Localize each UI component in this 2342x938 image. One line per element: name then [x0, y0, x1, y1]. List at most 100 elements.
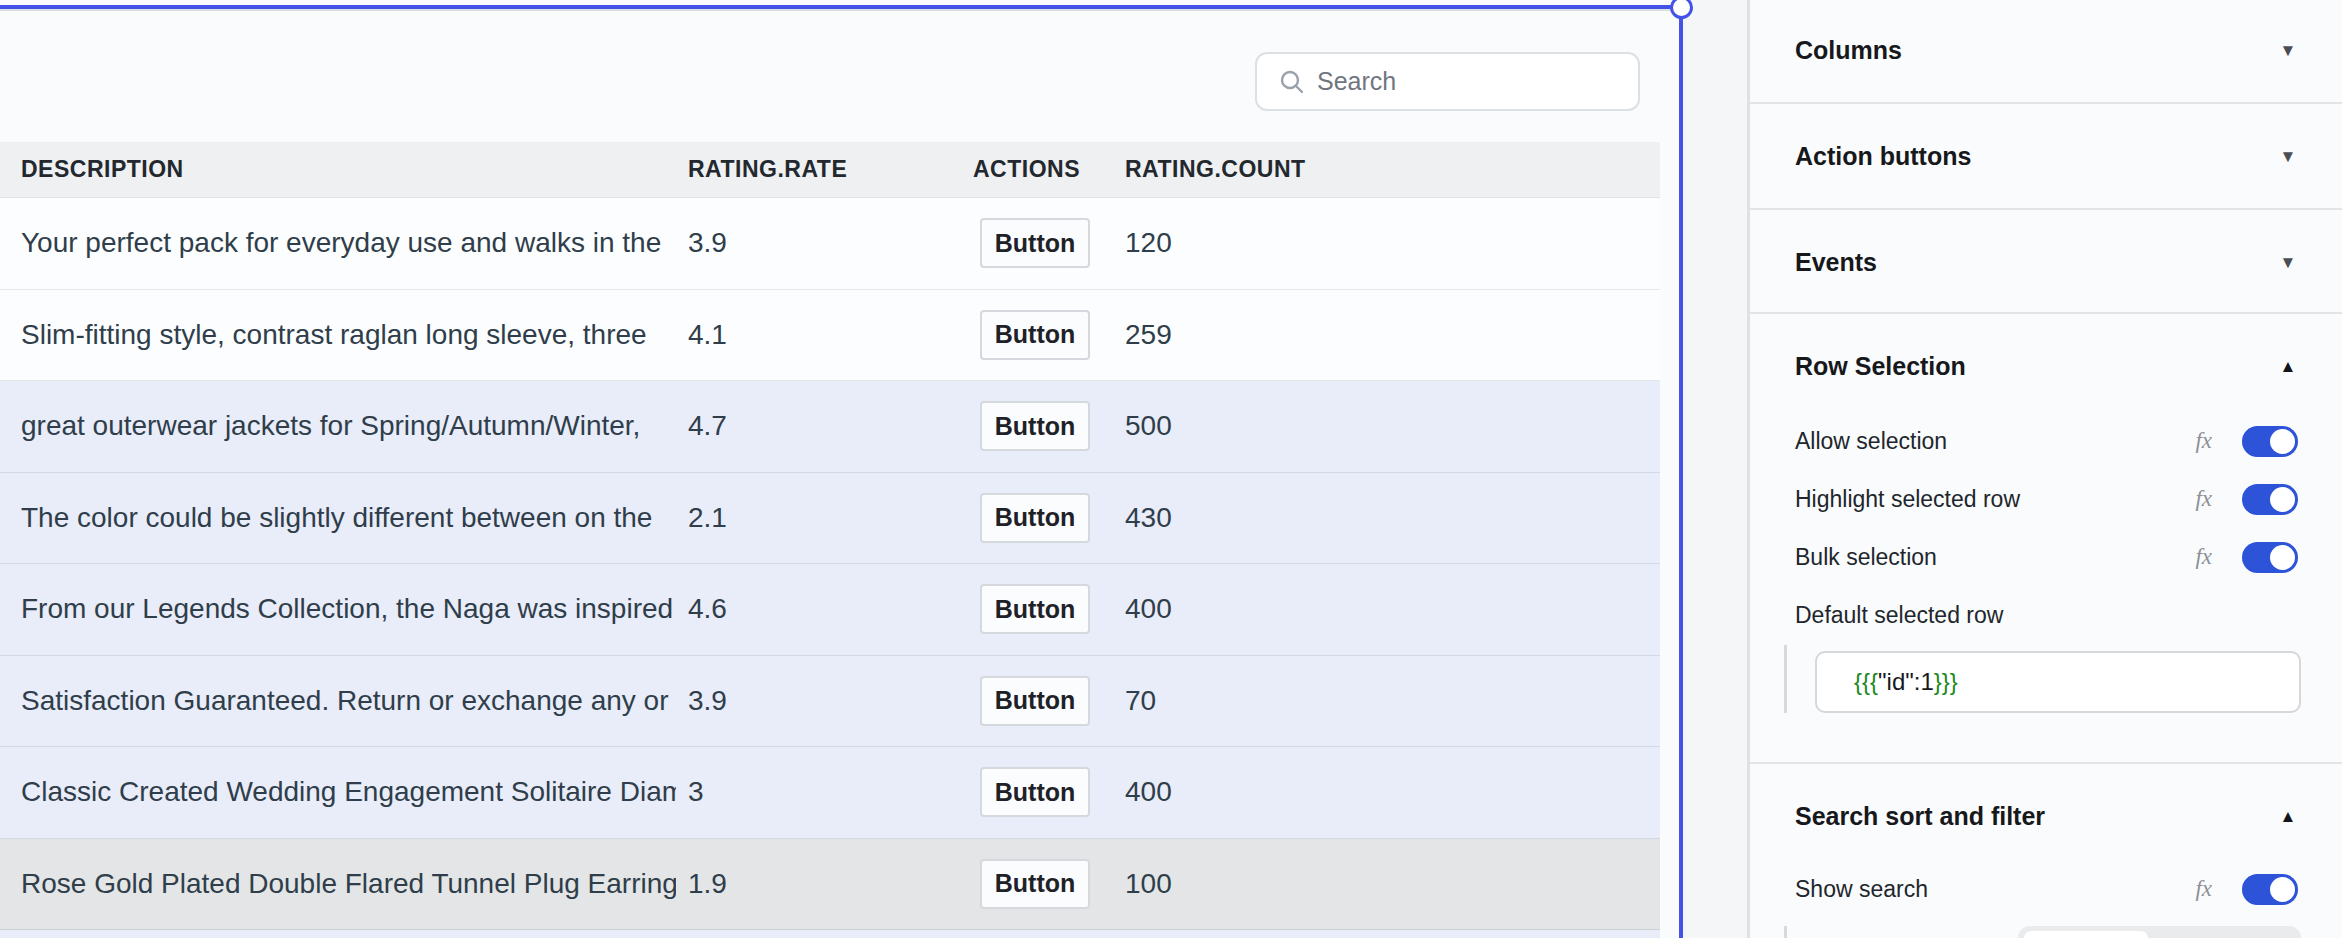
chevron-down-icon[interactable]: ▼: [2278, 148, 2298, 165]
section-divider: [1750, 762, 2342, 764]
row-action-button[interactable]: Button: [980, 310, 1090, 360]
section-divider: [1750, 312, 2342, 314]
property-label: Default selected row: [1795, 602, 2003, 629]
section-divider: [1750, 208, 2342, 210]
table-search-input[interactable]: Search: [1255, 52, 1640, 111]
selection-border-shadow: [0, 9, 1683, 11]
section-header-action-buttons[interactable]: Action buttons ▼: [1795, 134, 2298, 178]
row-action-button[interactable]: Button: [980, 767, 1090, 817]
table-row-selected[interactable]: Classic Created Wedding Engagement Solit…: [0, 747, 1660, 839]
cell-rating-count: 259: [1104, 319, 1660, 351]
row-action-button[interactable]: Button: [980, 218, 1090, 268]
chevron-up-icon[interactable]: ▲: [2278, 358, 2298, 375]
widget-selection-border-top[interactable]: [0, 5, 1683, 9]
cell-rating-rate: 4.6: [676, 593, 956, 625]
cell-description: Classic Created Wedding Engagement Solit…: [0, 776, 676, 808]
table-row-hovered[interactable]: Rose Gold Plated Double Flared Tunnel Pl…: [0, 839, 1660, 931]
property-label: Show search: [1795, 876, 1928, 903]
row-action-button[interactable]: Button: [980, 401, 1090, 451]
cell-description: The color could be slightly different be…: [0, 502, 676, 534]
segmented-control-partial[interactable]: [2018, 926, 2301, 938]
cell-rating-rate: 3: [676, 776, 956, 808]
section-header-columns[interactable]: Columns ▼: [1795, 28, 2298, 72]
indent-line: [1784, 645, 1787, 713]
column-header-rating-rate[interactable]: RATING.RATE: [676, 156, 956, 183]
property-row-show-search: Show search fx: [1795, 872, 2298, 906]
table-widget: DESCRIPTION RATING.RATE ACTIONS RATING.C…: [0, 142, 1660, 938]
highlight-selected-row-toggle[interactable]: [2242, 484, 2298, 515]
fx-binding-icon[interactable]: fx: [2195, 876, 2212, 902]
toggle-knob: [2270, 487, 2295, 512]
table-row-selected[interactable]: The color could be slightly different be…: [0, 473, 1660, 565]
chevron-down-icon[interactable]: ▼: [2278, 254, 2298, 271]
fx-binding-icon[interactable]: fx: [2195, 486, 2212, 512]
section-header-row-selection[interactable]: Row Selection ▲: [1795, 344, 2298, 388]
section-header-search-sort-filter[interactable]: Search sort and filter ▲: [1795, 794, 2298, 838]
property-label: Highlight selected row: [1795, 486, 2020, 513]
cell-rating-count: 70: [1104, 685, 1660, 717]
property-row-bulk-selection: Bulk selection fx: [1795, 540, 2298, 574]
toggle-knob: [2270, 545, 2295, 570]
row-action-button[interactable]: Button: [980, 584, 1090, 634]
table-row[interactable]: Slim-fitting style, contrast raglan long…: [0, 290, 1660, 382]
app-canvas: Search DESCRIPTION RATING.RATE ACTIONS R…: [0, 0, 1683, 938]
column-header-description[interactable]: DESCRIPTION: [0, 156, 676, 183]
row-action-button[interactable]: Button: [980, 493, 1090, 543]
magnifier-icon: [1279, 69, 1305, 95]
indent-line: [1784, 926, 1787, 938]
table-row-selected[interactable]: Satisfaction Guaranteed. Return or excha…: [0, 656, 1660, 748]
fx-binding-icon[interactable]: fx: [2195, 544, 2212, 570]
table-row[interactable]: Your perfect pack for everyday use and w…: [0, 198, 1660, 290]
chevron-up-icon[interactable]: ▲: [2278, 808, 2298, 825]
table-row-selected[interactable]: From our Legends Collection, the Naga wa…: [0, 564, 1660, 656]
toggle-knob: [2270, 877, 2295, 902]
cell-rating-rate: 1.9: [676, 868, 956, 900]
cell-rating-rate: 2.1: [676, 502, 956, 534]
table-header-row: DESCRIPTION RATING.RATE ACTIONS RATING.C…: [0, 142, 1660, 198]
cell-rating-count: 120: [1104, 227, 1660, 259]
allow-selection-toggle[interactable]: [2242, 426, 2298, 457]
cell-rating-rate: 3.9: [676, 685, 956, 717]
property-row-highlight-selected: Highlight selected row fx: [1795, 482, 2298, 516]
cell-description: Satisfaction Guaranteed. Return or excha…: [0, 685, 676, 717]
table-row-selected[interactable]: great outerwear jackets for Spring/Autum…: [0, 381, 1660, 473]
show-search-toggle[interactable]: [2242, 874, 2298, 905]
search-placeholder: Search: [1317, 67, 1396, 96]
row-action-button[interactable]: Button: [980, 859, 1090, 909]
binding-brace-open: {{{: [1854, 668, 1878, 696]
toggle-knob: [2270, 429, 2295, 454]
section-title: Events: [1795, 248, 1877, 277]
section-divider: [1750, 102, 2342, 104]
cell-rating-count: 400: [1104, 593, 1660, 625]
property-row-default-selected: Default selected row: [1795, 598, 2298, 632]
section-title: Search sort and filter: [1795, 802, 2045, 831]
section-title: Row Selection: [1795, 352, 1966, 381]
property-pane: Columns ▼ Action buttons ▼ Events ▼ Row …: [1750, 0, 2342, 938]
cell-rating-count: 500: [1104, 410, 1660, 442]
section-header-events[interactable]: Events ▼: [1795, 240, 2298, 284]
row-action-button[interactable]: Button: [980, 676, 1090, 726]
cell-description: Rose Gold Plated Double Flared Tunnel Pl…: [0, 868, 676, 900]
cell-rating-rate: 4.7: [676, 410, 956, 442]
widget-selection-border-right[interactable]: [1679, 5, 1683, 938]
property-label: Allow selection: [1795, 428, 1947, 455]
property-row-allow-selection: Allow selection fx: [1795, 424, 2298, 458]
property-label: Bulk selection: [1795, 544, 1937, 571]
cell-description: From our Legends Collection, the Naga wa…: [0, 593, 676, 625]
section-title: Columns: [1795, 36, 1902, 65]
table-row-partial[interactable]: [0, 930, 1660, 938]
chevron-down-icon[interactable]: ▼: [2278, 42, 2298, 59]
cell-rating-rate: 3.9: [676, 227, 956, 259]
bulk-selection-toggle[interactable]: [2242, 542, 2298, 573]
cell-rating-count: 100: [1104, 868, 1660, 900]
binding-brace-close: }}}: [1934, 668, 1958, 696]
segmented-control-active-segment[interactable]: [2024, 931, 2148, 938]
column-header-actions[interactable]: ACTIONS: [956, 156, 1104, 183]
cell-description: Your perfect pack for everyday use and w…: [0, 227, 676, 259]
default-selected-row-input[interactable]: {{{"id":1}}}: [1815, 651, 2301, 713]
cell-rating-count: 430: [1104, 502, 1660, 534]
widget-resize-handle[interactable]: [1670, 0, 1693, 19]
fx-binding-icon[interactable]: fx: [2195, 428, 2212, 454]
column-header-rating-count[interactable]: RATING.COUNT: [1104, 156, 1660, 183]
section-title: Action buttons: [1795, 142, 1971, 171]
